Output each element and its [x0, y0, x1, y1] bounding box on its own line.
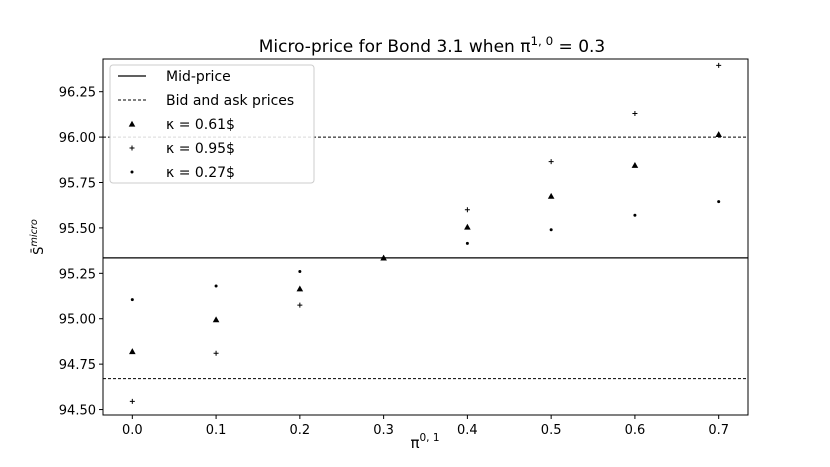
x-tick-label: 0.6 [625, 423, 646, 438]
data-point-dot [549, 228, 553, 232]
data-point-triangle [715, 131, 722, 138]
legend-swatch-plus [129, 145, 135, 151]
data-point-dot [382, 256, 386, 260]
y-tick-label: 96.00 [59, 131, 96, 146]
x-tick-label: 0.0 [122, 423, 143, 438]
y-tick-label: 95.75 [59, 177, 96, 192]
data-point-triangle [296, 285, 304, 292]
y-axis-label: S̄micro [29, 219, 47, 255]
x-tick-label: 0.3 [373, 423, 394, 438]
y-axis-ticks: 94.50 94.75 95.00 95.25 95.50 95.75 96.00 96.25 [59, 86, 103, 419]
data-point-dot [130, 298, 134, 302]
data-point-dot [465, 241, 469, 245]
data-point-triangle [129, 348, 136, 355]
x-tick-label: 0.4 [457, 423, 478, 438]
legend-label: Bid and ask prices [166, 93, 294, 109]
x-tick-label: 0.1 [206, 423, 227, 438]
series-dot [130, 200, 721, 302]
legend-label: κ = 0.61$ [166, 117, 235, 133]
y-tick-label: 96.25 [59, 86, 96, 101]
x-tick-label: 0.5 [541, 423, 562, 438]
data-point-plus [548, 159, 554, 165]
legend-box [109, 64, 315, 184]
data-point-triangle [631, 161, 639, 168]
data-point-plus [297, 302, 303, 308]
data-point-plus [464, 207, 470, 213]
x-tick-label: 0.7 [708, 423, 729, 438]
y-tick-label: 95.50 [59, 222, 96, 237]
data-point-dot [633, 213, 637, 217]
y-tick-label: 94.50 [59, 404, 96, 419]
legend-label: κ = 0.27$ [166, 165, 235, 181]
data-point-dot [298, 270, 302, 274]
x-axis-label: π0, 1 [410, 432, 439, 452]
legend-label: Mid-price [166, 69, 231, 85]
legend-label: κ = 0.95$ [166, 141, 235, 157]
x-tick-label: 0.2 [290, 423, 311, 438]
y-tick-label: 95.00 [59, 313, 96, 328]
y-tick-label: 95.25 [59, 267, 96, 282]
data-point-triangle [547, 192, 555, 199]
data-point-triangle [464, 223, 471, 230]
legend-swatch-triangle [128, 120, 136, 127]
legend: Mid-price Bid and ask prices κ = 0.61$ κ = … [109, 64, 315, 184]
data-point-plus [716, 62, 722, 68]
y-tick-label: 94.75 [59, 358, 96, 373]
data-point-plus [632, 110, 638, 116]
data-point-dot [214, 284, 218, 288]
x-axis-ticks: 0.0 0.1 0.2 0.3 0.4 0.5 0.6 0.7 [122, 415, 729, 438]
data-point-triangle [212, 316, 220, 323]
legend-swatch-dot [130, 170, 134, 174]
data-point-plus [213, 350, 219, 356]
data-point-dot [717, 200, 721, 204]
data-point-plus [129, 398, 135, 404]
chart-title: Micro-price for Bond 3.1 when π1, 0 = 0.… [259, 34, 606, 57]
axes-frame [102, 58, 749, 416]
